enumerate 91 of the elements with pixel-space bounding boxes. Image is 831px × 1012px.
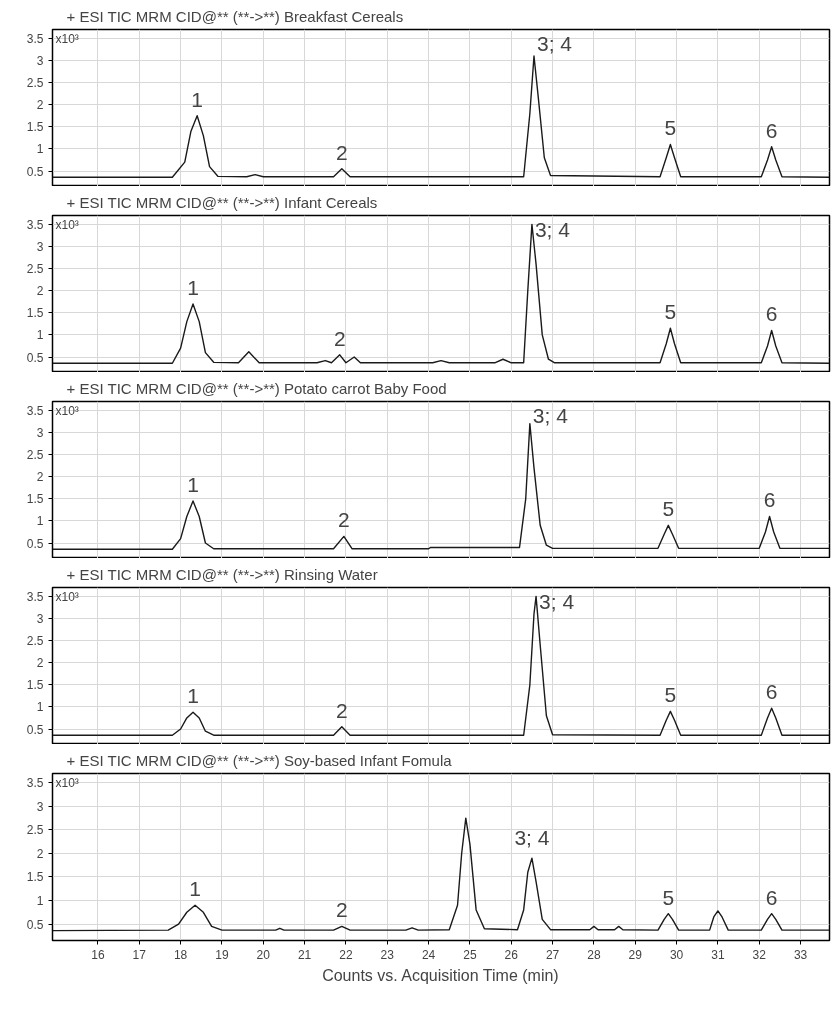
- annotation: 3; 4: [532, 403, 569, 427]
- y-tick-label: 3: [36, 425, 44, 440]
- annotation: 2: [335, 140, 348, 164]
- y-tick-label: 3.5: [26, 217, 44, 232]
- y-tick-label: 3.5: [26, 31, 44, 46]
- annotation: 6: [765, 680, 778, 704]
- y-tick-label: 3: [36, 611, 44, 626]
- y-axis-title: x10³: [55, 775, 79, 790]
- x-tick-label: 17: [132, 947, 147, 962]
- y-tick-label: 2: [36, 284, 44, 299]
- y-tick-label: 1: [36, 514, 44, 529]
- chart-title: + ESI TIC MRM CID@** (**->**) Breakfast Cereals: [66, 7, 404, 25]
- x-tick-label: 19: [215, 947, 229, 962]
- x-tick-label: 25: [463, 947, 477, 962]
- y-tick-label: 1.5: [26, 678, 44, 693]
- x-tick-label: 30: [669, 947, 684, 962]
- x-tick-label: 26: [504, 947, 519, 962]
- y-tick-label: 0.5: [26, 536, 44, 551]
- annotation: 3; 4: [536, 31, 573, 55]
- y-tick-label: 3.5: [26, 776, 44, 791]
- annotation: 2: [335, 698, 348, 722]
- y-tick-label: 1: [36, 700, 44, 715]
- chart-title: + ESI TIC MRM CID@** (**->**) Infant Cereals: [66, 193, 378, 211]
- x-tick-label: 32: [752, 947, 767, 962]
- chart-title: + ESI TIC MRM CID@** (**->**) Rinsing Water: [66, 565, 378, 583]
- annotation: 6: [763, 488, 776, 512]
- y-tick-label: 2: [36, 470, 44, 485]
- annotation: 5: [662, 885, 675, 909]
- y-tick-label: 2.5: [26, 634, 44, 649]
- chart-title: + ESI TIC MRM CID@** (**->**) Potato carrot Baby Food: [66, 379, 447, 397]
- y-tick-label: 3: [36, 239, 44, 254]
- y-tick-label: 2: [36, 656, 44, 671]
- annotation: 2: [335, 898, 348, 922]
- y-axis-title: x10³: [55, 589, 79, 604]
- y-tick-label: 2.5: [26, 823, 44, 838]
- y-tick-label: 3: [36, 799, 44, 814]
- line-series: [52, 817, 830, 932]
- x-tick-label: 31: [711, 947, 725, 962]
- y-tick-label: 2.5: [26, 448, 44, 463]
- y-tick-label: 1: [36, 328, 44, 343]
- annotation: 3; 4: [514, 826, 550, 850]
- y-tick-label: 1.5: [26, 492, 44, 507]
- y-tick-label: 3.5: [26, 403, 44, 418]
- annotation: 6: [765, 302, 778, 326]
- x-tick-label: 27: [545, 947, 560, 962]
- y-tick-label: 2.5: [26, 76, 44, 91]
- annotation: 1: [189, 877, 201, 901]
- y-tick-label: 1.5: [26, 306, 44, 321]
- annotation: 3; 4: [534, 217, 571, 241]
- x-tick-label: 29: [628, 947, 643, 962]
- y-tick-label: 1: [36, 142, 44, 157]
- x-tick-label: 22: [339, 947, 353, 962]
- x-tick-label: 21: [297, 947, 312, 962]
- y-tick-label: 2.5: [26, 262, 44, 277]
- y-axis-title: x10³: [55, 403, 79, 418]
- y-axis-title: x10³: [55, 217, 79, 232]
- y-axis-title: x10³: [55, 31, 79, 46]
- x-tick-label: 20: [256, 947, 271, 962]
- line-series: [52, 55, 830, 178]
- x-tick-label: 33: [793, 947, 808, 962]
- y-tick-label: 1.5: [26, 870, 44, 885]
- annotation: 5: [664, 116, 677, 140]
- y-tick-label: 0.5: [26, 917, 44, 932]
- annotation: 2: [333, 326, 346, 350]
- y-tick-label: 0.5: [26, 164, 44, 179]
- annotation: 5: [664, 683, 677, 707]
- y-tick-label: 1.5: [26, 120, 44, 135]
- annotation: 5: [662, 497, 675, 521]
- annotation: 1: [191, 87, 203, 111]
- annotation: 1: [187, 684, 199, 708]
- annotation: 5: [664, 300, 677, 324]
- y-tick-label: 2: [36, 98, 44, 113]
- chart-title: + ESI TIC MRM CID@** (**->**) Soy-based Infant Fomula: [66, 751, 453, 769]
- x-tick-label: 18: [173, 947, 188, 962]
- x-tick-label: 23: [380, 947, 395, 962]
- y-tick-label: 0.5: [26, 722, 44, 737]
- x-tick-label: 16: [91, 947, 105, 962]
- y-tick-label: 0.5: [26, 350, 44, 365]
- annotation: 6: [765, 118, 778, 142]
- annotation: 1: [187, 473, 199, 497]
- y-tick-label: 3: [36, 53, 44, 68]
- x-tick-label: 24: [421, 947, 436, 962]
- y-tick-label: 2: [36, 846, 44, 861]
- y-tick-label: 3.5: [26, 589, 44, 604]
- annotation: 6: [765, 885, 778, 909]
- y-tick-label: 1: [36, 894, 44, 909]
- annotation: 1: [187, 275, 199, 299]
- annotation: 2: [338, 508, 350, 532]
- annotation: 3; 4: [539, 589, 575, 613]
- x-tick-label: 28: [587, 947, 601, 962]
- x-axis-title: Counts vs. Acquisition Time (min): [322, 966, 559, 984]
